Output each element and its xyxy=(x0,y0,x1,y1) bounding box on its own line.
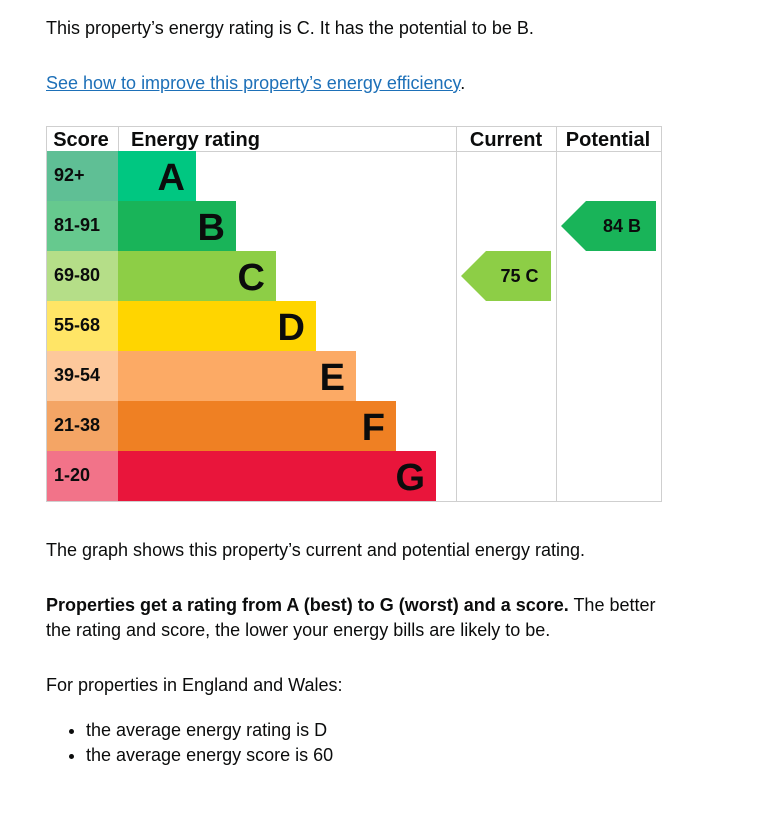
score-cell-f xyxy=(47,401,118,451)
england-wales-text: For properties in England and Wales: xyxy=(46,675,343,695)
graph-note: The graph shows this property’s current … xyxy=(46,540,585,560)
list-item: the average energy score is 60 xyxy=(86,743,333,768)
score-range-d: 55-68 xyxy=(54,315,100,335)
rating-bar-d xyxy=(118,301,316,351)
improve-paragraph: See how to improve this property’s energ… xyxy=(46,71,465,96)
rating-letter-g: G xyxy=(395,457,425,499)
intro-text: This property’s energy rating is C. It h… xyxy=(46,18,534,38)
rating-explanation-line2: the rating and score, the lower your ene… xyxy=(46,620,551,640)
potential-rating-label: 84 B xyxy=(603,216,641,236)
current-rating-label: 75 C xyxy=(500,266,538,286)
rating-bar-g xyxy=(118,451,436,501)
header-current: Current xyxy=(470,129,543,151)
chart-border xyxy=(46,126,662,502)
header-potential: Potential xyxy=(566,129,650,151)
current-rating-arrow xyxy=(461,251,551,301)
score-range-f: 21-38 xyxy=(54,415,100,435)
score-cell-c xyxy=(47,251,118,301)
rating-bands: 92+ A 81-91 B 69-80 C 55-68 D 39-54 E 21-38 F 1-20 G xyxy=(47,151,436,501)
rating-letter-b: B xyxy=(198,207,225,249)
rating-letter-f: F xyxy=(362,407,385,449)
rating-letter-a: A xyxy=(158,157,185,199)
rating-markers: 75 C 84 B xyxy=(461,201,656,301)
score-range-g: 1-20 xyxy=(54,465,90,485)
score-range-a: 92+ xyxy=(54,165,85,185)
rating-bar-a xyxy=(118,151,196,201)
rating-bar-c xyxy=(118,251,276,301)
rating-bar-e xyxy=(118,351,356,401)
averages-list: the average energy rating is D the avera… xyxy=(46,718,333,768)
rating-bar-b xyxy=(118,201,236,251)
rating-explanation-line1: The better xyxy=(573,595,656,615)
potential-rating-arrow xyxy=(561,201,656,251)
score-cell-b xyxy=(47,201,118,251)
rating-letter-c: C xyxy=(238,257,265,299)
score-range-b: 81-91 xyxy=(54,215,100,235)
score-range-e: 39-54 xyxy=(54,365,100,385)
link-suffix: . xyxy=(460,73,466,93)
score-range-c: 69-80 xyxy=(54,265,100,285)
rating-letter-d: D xyxy=(278,307,305,349)
score-cell-g xyxy=(47,451,118,501)
header-score: Score xyxy=(53,129,109,151)
score-cell-d xyxy=(47,301,118,351)
energy-rating-chart: Score Energy rating Current Potential 92… xyxy=(46,126,662,502)
header-energy-rating: Energy rating xyxy=(131,129,260,151)
score-cell-e xyxy=(47,351,118,401)
score-cell-a xyxy=(47,151,118,201)
rating-explanation: Properties get a rating from A (best) to… xyxy=(46,593,655,643)
list-item: the average energy rating is D xyxy=(86,718,333,743)
rating-explanation-bold: Properties get a rating from A (best) to… xyxy=(46,595,569,615)
improve-efficiency-link[interactable]: See how to improve this property’s energ… xyxy=(46,73,461,93)
chart-headers: Score Energy rating Current Potential xyxy=(53,129,650,151)
rating-bar-f xyxy=(118,401,396,451)
rating-letter-e: E xyxy=(320,357,345,399)
